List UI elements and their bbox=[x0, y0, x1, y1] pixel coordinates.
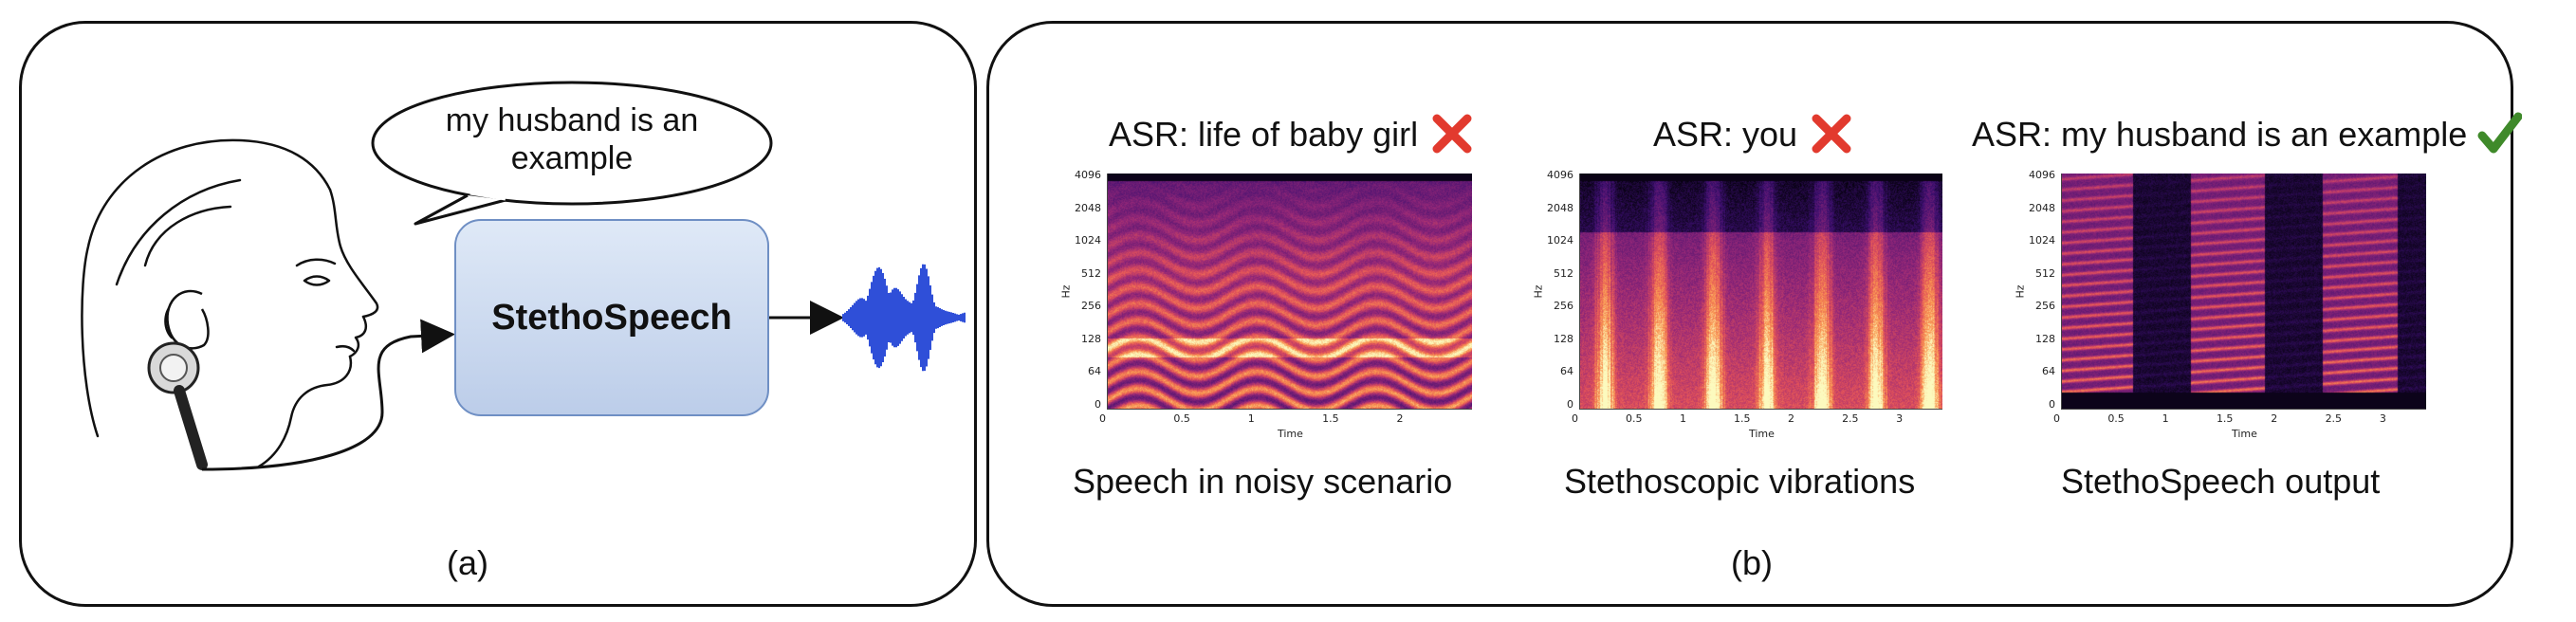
x-tick-label: 0.5 bbox=[2107, 412, 2125, 425]
x-tick-label: 1.5 bbox=[2216, 412, 2234, 425]
x-tick-label: 2.5 bbox=[2325, 412, 2343, 425]
y-tick-label: 256 bbox=[1554, 300, 1573, 313]
x-tick-label: 1.5 bbox=[1322, 412, 1339, 425]
x-tick-label: 2 bbox=[1788, 412, 1795, 425]
y-tick-label: 128 bbox=[1554, 332, 1573, 345]
column-caption: Speech in noisy scenario bbox=[1073, 462, 1453, 501]
spectrogram bbox=[2061, 174, 2426, 410]
x-tick-label: 3 bbox=[1896, 412, 1904, 425]
x-tick-label: 1 bbox=[1247, 412, 1255, 425]
x-axis-label: Time bbox=[1749, 428, 1775, 440]
asr-label: ASR: life of baby girl bbox=[1109, 115, 1419, 154]
asr-label: ASR: my husband is an example bbox=[1972, 115, 2468, 154]
checkmark-icon bbox=[2477, 112, 2522, 154]
x-tick-label: 3 bbox=[2379, 412, 2386, 425]
y-tick-label: 64 bbox=[1088, 365, 1101, 378]
y-tick-label: 0 bbox=[1567, 398, 1573, 411]
y-tick-label: 2048 bbox=[1075, 201, 1101, 214]
y-tick-label: 4096 bbox=[2029, 169, 2055, 181]
column-caption: StethoSpeech output bbox=[2061, 462, 2381, 501]
x-tick-label: 0.5 bbox=[1626, 412, 1643, 425]
y-axis-label: Hz bbox=[1532, 284, 1545, 299]
y-tick-label: 1024 bbox=[2029, 234, 2055, 247]
spectrogram bbox=[1579, 174, 1942, 410]
asr-label: ASR: you bbox=[1653, 115, 1798, 154]
y-tick-label: 1024 bbox=[1547, 234, 1573, 247]
panel-a-label: (a) bbox=[447, 543, 488, 582]
panel-a: my husband is an example bbox=[19, 21, 977, 607]
y-tick-label: 128 bbox=[1081, 332, 1101, 345]
y-tick-label: 0 bbox=[2049, 398, 2055, 411]
x-tick-label: 2 bbox=[2271, 412, 2278, 425]
cross-icon bbox=[1432, 114, 1472, 154]
waveform-icon bbox=[842, 264, 966, 372]
y-tick-label: 64 bbox=[1560, 365, 1573, 378]
y-tick-label: 2048 bbox=[1547, 201, 1573, 214]
x-tick-label: 0 bbox=[1572, 412, 1578, 425]
y-tick-label: 1024 bbox=[1075, 234, 1101, 247]
column-caption: Stethoscopic vibrations bbox=[1564, 462, 1916, 501]
y-tick-label: 256 bbox=[2035, 300, 2055, 313]
x-tick-label: 0 bbox=[2053, 412, 2060, 425]
x-tick-label: 1 bbox=[1680, 412, 1687, 425]
x-tick-label: 1.5 bbox=[1734, 412, 1751, 425]
x-tick-label: 2.5 bbox=[1842, 412, 1859, 425]
y-axis-label: Hz bbox=[1059, 284, 1073, 299]
y-tick-label: 256 bbox=[1081, 300, 1101, 313]
spectrogram bbox=[1107, 174, 1472, 410]
y-tick-label: 512 bbox=[2035, 266, 2055, 280]
y-tick-label: 4096 bbox=[1547, 169, 1573, 181]
output-arrow bbox=[769, 301, 844, 335]
y-tick-label: 2048 bbox=[2029, 201, 2055, 214]
x-tick-label: 0 bbox=[1099, 412, 1106, 425]
y-tick-label: 64 bbox=[2042, 365, 2055, 378]
y-tick-label: 512 bbox=[1081, 266, 1101, 280]
y-axis-label: Hz bbox=[2014, 284, 2027, 299]
human-head-icon bbox=[81, 138, 379, 470]
speech-bubble-text: my husband is an example bbox=[445, 102, 699, 176]
panel-b-label: (b) bbox=[1731, 543, 1773, 582]
stethoscope-icon bbox=[147, 341, 208, 470]
y-tick-label: 512 bbox=[1554, 266, 1573, 280]
x-tick-label: 1 bbox=[2162, 412, 2169, 425]
stethospeech-box: StethoSpeech bbox=[454, 219, 769, 416]
y-tick-label: 128 bbox=[2035, 332, 2055, 345]
x-axis-label: Time bbox=[1278, 428, 1303, 440]
cross-icon bbox=[1812, 114, 1851, 154]
y-tick-label: 0 bbox=[1095, 398, 1101, 411]
y-tick-label: 4096 bbox=[1075, 169, 1101, 181]
panel-b: ASR: life of baby girl 4096 2048 1024 512 256… bbox=[986, 21, 2522, 607]
x-tick-label: 0.5 bbox=[1173, 412, 1190, 425]
stethospeech-label: StethoSpeech bbox=[491, 297, 732, 338]
x-tick-label: 2 bbox=[1396, 412, 1404, 425]
speech-bubble bbox=[371, 81, 773, 226]
input-arrow bbox=[201, 319, 455, 471]
x-axis-label: Time bbox=[2232, 428, 2257, 440]
